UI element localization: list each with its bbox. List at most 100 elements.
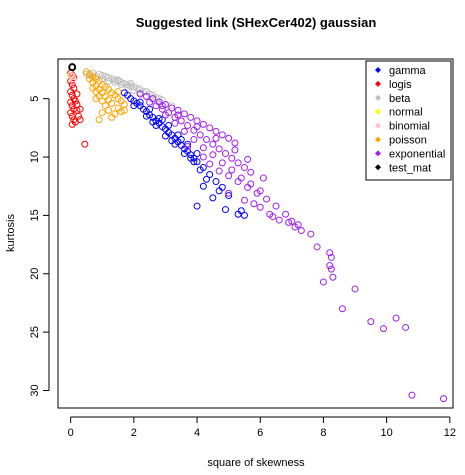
data-point <box>136 85 144 93</box>
data-point <box>269 213 277 221</box>
y-tick-label: 30 <box>29 384 41 396</box>
x-tick-label: 4 <box>194 427 200 439</box>
data-point <box>155 115 163 123</box>
data-point <box>142 112 150 120</box>
data-point <box>228 166 236 174</box>
data-point <box>67 88 75 96</box>
legend-label: beta <box>389 93 411 105</box>
x-tick-label: 0 <box>68 427 74 439</box>
series-beta <box>82 69 176 110</box>
data-point <box>142 88 150 96</box>
data-point <box>196 131 204 139</box>
data-point <box>231 146 239 154</box>
data-point <box>114 88 122 96</box>
data-point <box>259 174 267 182</box>
data-point <box>326 249 334 257</box>
data-point <box>440 395 448 403</box>
data-point <box>161 101 169 109</box>
data-point <box>221 206 229 214</box>
data-point <box>184 122 192 130</box>
data-point <box>174 131 182 139</box>
data-point <box>225 189 233 197</box>
data-point <box>250 200 258 208</box>
data-point <box>174 111 182 119</box>
y-tick-label: 10 <box>29 151 41 163</box>
data-point <box>199 120 207 128</box>
data-point <box>168 102 176 110</box>
data-point <box>193 117 201 125</box>
x-axis: 0 2 4 6 8 10 12 <box>68 416 456 439</box>
data-point <box>225 134 233 142</box>
data-point <box>73 90 81 98</box>
data-point <box>165 122 173 130</box>
data-point <box>68 112 76 120</box>
legend-marker <box>375 136 381 143</box>
data-point <box>92 95 100 103</box>
data-point <box>95 70 103 78</box>
data-point <box>234 159 242 167</box>
data-point <box>171 119 179 127</box>
data-point <box>111 76 119 84</box>
legend-label: gamma <box>389 65 427 77</box>
data-point <box>199 182 207 190</box>
series-exponential <box>136 90 448 403</box>
chart-title: Suggested link (SHexCer402) gaussian <box>136 15 377 30</box>
data-point <box>206 124 214 132</box>
data-point <box>392 314 400 322</box>
data-point <box>225 192 233 200</box>
data-point <box>225 172 233 180</box>
data-point <box>68 120 76 128</box>
data-point <box>240 164 248 172</box>
data-point <box>108 75 116 83</box>
x-tick-label: 10 <box>381 427 393 439</box>
series-poisson <box>82 68 128 124</box>
data-point <box>209 151 217 159</box>
points-layer <box>67 63 448 403</box>
data-point <box>142 92 150 100</box>
data-point <box>351 285 359 293</box>
data-point <box>98 109 106 117</box>
data-point <box>120 106 128 114</box>
data-point <box>184 143 192 151</box>
data-point <box>327 265 335 273</box>
data-point <box>282 210 290 218</box>
data-point <box>101 73 109 81</box>
data-point <box>338 305 346 313</box>
data-point <box>124 81 132 89</box>
series-test_mat <box>68 63 77 72</box>
data-point <box>212 178 220 186</box>
plot-frame <box>57 58 454 409</box>
data-point <box>231 139 239 147</box>
legend-marker <box>375 122 381 129</box>
data-point <box>98 71 106 79</box>
data-point <box>69 75 77 83</box>
legend-marker <box>375 80 381 87</box>
x-tick-label: 6 <box>257 427 263 439</box>
x-tick-label: 12 <box>444 427 456 439</box>
legend-label: normal <box>389 107 423 119</box>
data-point <box>101 102 109 110</box>
data-point <box>215 167 223 175</box>
data-point <box>117 108 125 116</box>
data-point <box>68 102 76 110</box>
data-point <box>221 150 229 158</box>
data-point <box>98 97 106 105</box>
data-point <box>206 171 214 179</box>
data-point <box>177 117 185 125</box>
data-point <box>68 91 76 99</box>
data-point <box>81 140 89 148</box>
data-point <box>209 140 217 148</box>
legend-marker <box>375 164 381 171</box>
data-point <box>68 81 76 89</box>
data-point <box>146 105 154 113</box>
data-point <box>89 69 97 77</box>
data-point <box>158 105 166 113</box>
data-point <box>240 196 248 204</box>
data-point <box>133 84 141 92</box>
legend-label: exponential <box>389 148 445 160</box>
data-point <box>313 243 321 251</box>
data-point <box>111 110 119 118</box>
data-point <box>218 131 226 139</box>
data-point <box>247 168 255 176</box>
